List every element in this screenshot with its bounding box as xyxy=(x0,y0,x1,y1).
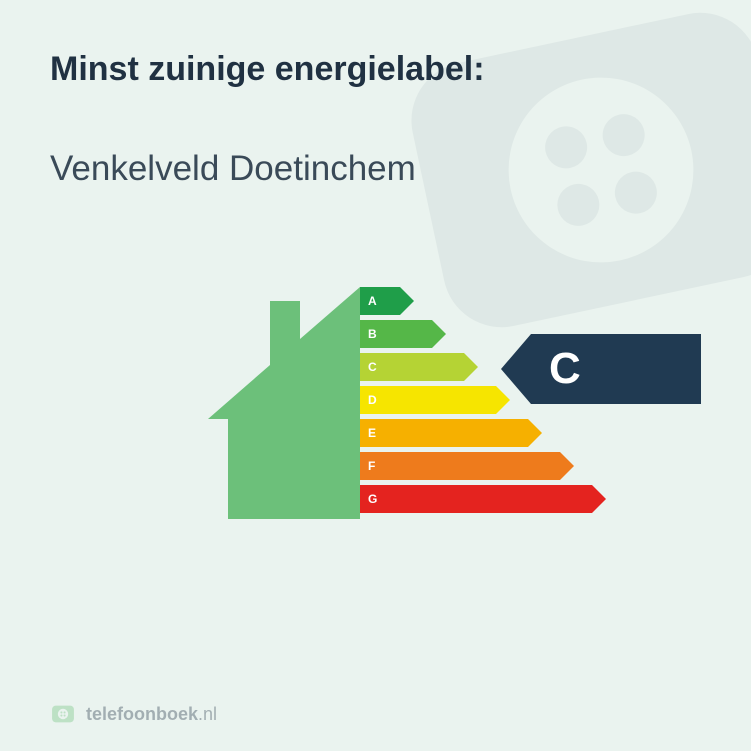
footer-logo-icon xyxy=(50,701,76,727)
footer-brand-light: .nl xyxy=(198,704,217,724)
card-subtitle: Venkelveld Doetinchem xyxy=(50,149,701,189)
footer-brand-bold: telefoonboek xyxy=(86,704,198,724)
energy-card: Minst zuinige energielabel: Venkelveld D… xyxy=(0,0,751,751)
card-title: Minst zuinige energielabel: xyxy=(50,50,701,89)
bar-label: D xyxy=(368,393,377,407)
bar-label: A xyxy=(368,294,377,308)
footer-brand: telefoonboek.nl xyxy=(86,704,217,725)
house-icon xyxy=(180,269,360,529)
highlight-letter: C xyxy=(531,334,701,404)
footer: telefoonboek.nl xyxy=(50,701,217,727)
energy-chart: A B C D E F G C xyxy=(50,269,701,529)
bar-label: G xyxy=(368,492,377,506)
energy-bar-g: G xyxy=(360,485,592,513)
highlight-badge: C xyxy=(501,334,701,404)
bar-label: F xyxy=(368,459,375,473)
energy-bar-a: A xyxy=(360,287,592,315)
highlight-arrow-icon xyxy=(501,334,531,404)
energy-bar-e: E xyxy=(360,419,592,447)
bar-label: E xyxy=(368,426,376,440)
bar-label: C xyxy=(368,360,377,374)
bar-label: B xyxy=(368,327,377,341)
energy-bar-f: F xyxy=(360,452,592,480)
